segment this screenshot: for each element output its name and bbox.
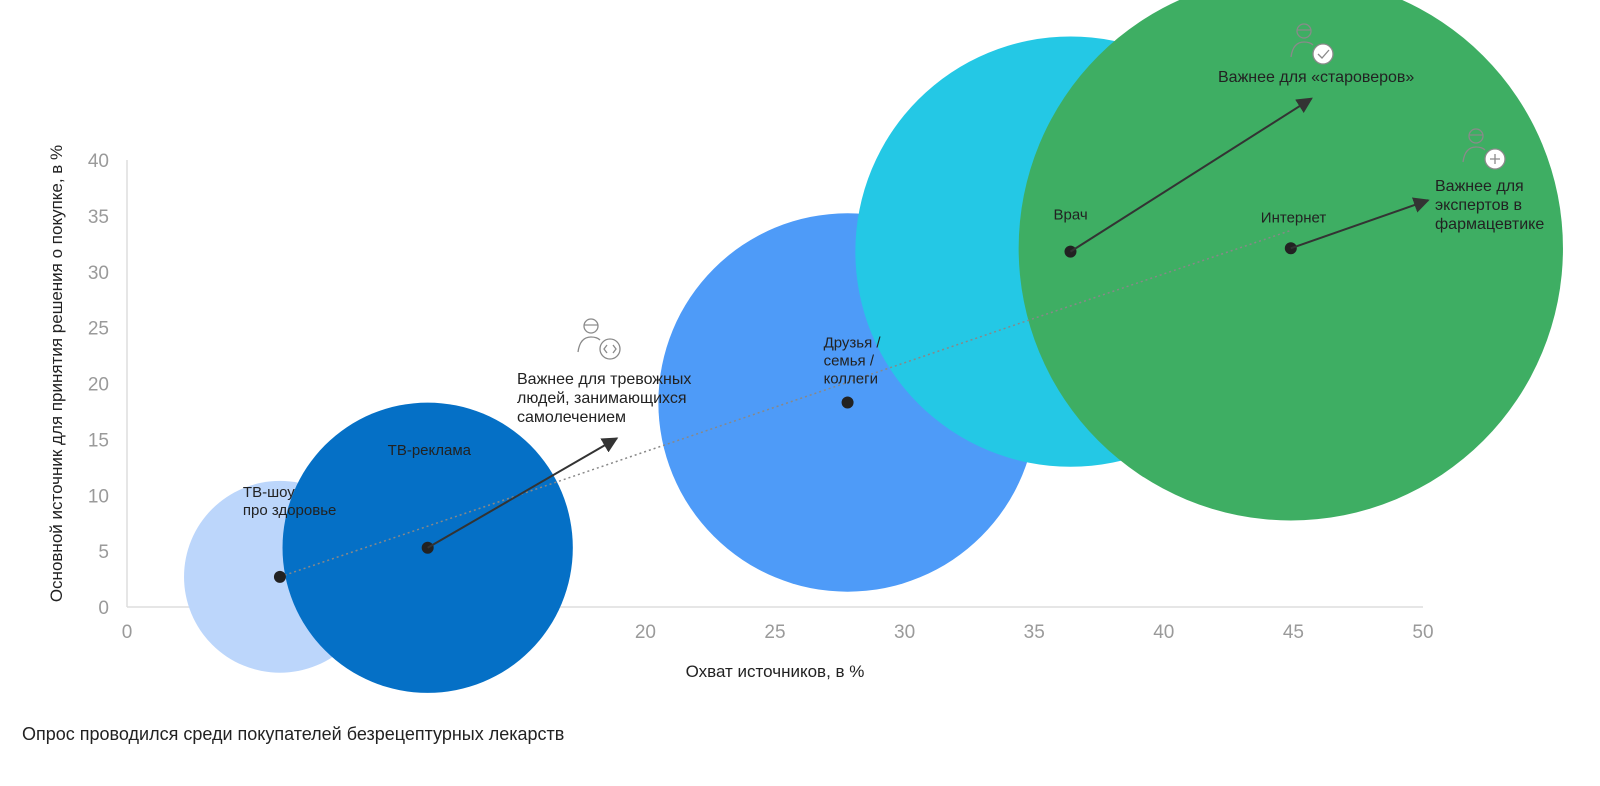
y-tick-label: 5 [98,542,109,563]
footnote: Опрос проводился среди покупателей безре… [22,724,565,744]
bubble-label: Врач [1053,207,1087,224]
bubble-label: ТВ-реклама [388,442,472,459]
x-axis-title: Охват источников, в % [686,662,865,681]
y-tick-label: 30 [88,263,109,284]
y-tick-label: 40 [88,151,109,172]
annotation-text: Важнее для тревожных людей, занимающихся с… [517,371,691,426]
y-tick-label: 10 [88,486,109,507]
x-tick-label: 0 [122,622,133,643]
bubble [1018,0,1563,521]
annotation-arrow [427,437,619,549]
y-tick-label: 25 [88,319,109,340]
annotation-text: Важнее для «староверов» [1218,69,1414,86]
x-tick-label: 30 [894,622,915,643]
x-tick-label: 20 [635,622,656,643]
bubble-center-dot [1064,245,1077,258]
bubble-center-dot [841,396,854,409]
y-tick-label: 35 [88,207,109,228]
y-tick-label: 0 [98,598,109,619]
bubble-label: Интернет [1261,209,1327,226]
user-code-icon [577,318,621,360]
x-tick-label: 25 [764,622,785,643]
y-tick-label: 20 [88,375,109,396]
trend-line [279,229,1292,578]
bubble-center-dot [273,570,286,583]
x-tick-label: 40 [1153,622,1174,643]
y-tick-label: 15 [88,430,109,451]
annotation-arrow [1069,97,1313,253]
x-tick-label: 50 [1412,622,1433,643]
x-tick-label: 45 [1283,622,1304,643]
user-shield-icon [1462,128,1506,170]
y-axis-title: Основной источник для принятия решения о… [47,145,66,602]
bubble-label: ТВ-шоу про здоровье [243,484,336,519]
annotation-arrow [1290,197,1430,250]
user-check-icon [1290,23,1334,65]
x-tick-label: 35 [1024,622,1045,643]
bubble-label: Друзья / семья / коллеги [824,334,882,387]
annotation-text: Важнее для экспертов в фармацевтике [1435,178,1544,233]
